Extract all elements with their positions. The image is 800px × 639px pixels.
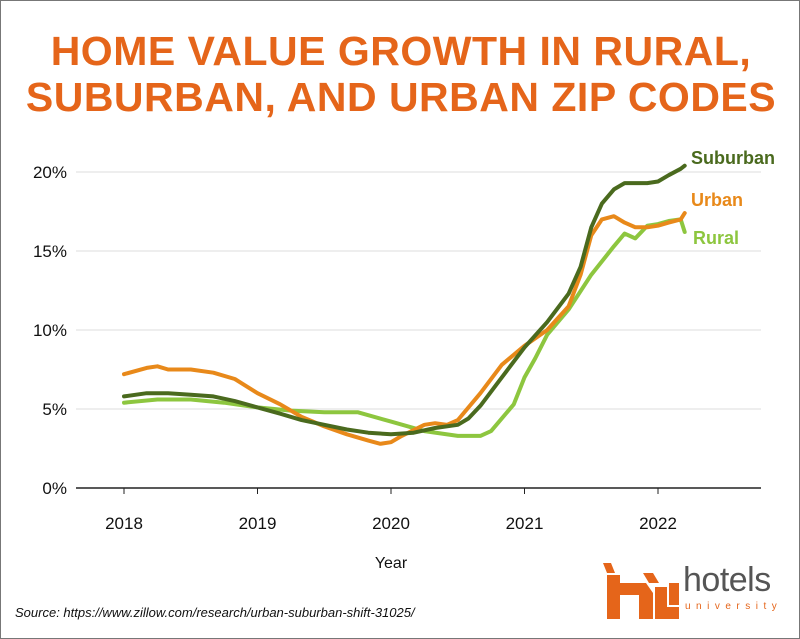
y-tick-label: 5% [42, 400, 67, 419]
x-tick-label: 2022 [639, 514, 677, 533]
hotels-university-logo: hotels university [601, 561, 777, 621]
logo-text-hotels: hotels [683, 561, 771, 599]
series-line-suburban [122, 163, 687, 437]
title-line-1: HOME VALUE GROWTH IN RURAL, [50, 28, 752, 74]
y-tick-label: 0% [42, 479, 67, 498]
series-line-rural [122, 217, 687, 438]
series-line-urban [122, 211, 687, 446]
series-label-suburban: Suburban [691, 148, 775, 168]
x-axis-label: Year [375, 555, 408, 572]
series-label-urban: Urban [691, 190, 743, 210]
source-note: Source: https://www.zillow.com/research/… [15, 605, 415, 620]
x-tick-label: 2018 [105, 514, 143, 533]
title-line-2: SUBURBAN, AND URBAN ZIP CODES [25, 74, 777, 120]
x-tick-label: 2020 [372, 514, 410, 533]
y-tick-label: 15% [33, 242, 67, 261]
hu-logo-mark-icon [603, 563, 679, 619]
x-tick-label: 2021 [506, 514, 544, 533]
logo-text-university: university [685, 601, 783, 612]
x-tick-label: 2019 [239, 514, 277, 533]
y-tick-label: 20% [33, 163, 67, 182]
series-label-rural: Rural [693, 228, 739, 248]
y-tick-label: 10% [33, 321, 67, 340]
